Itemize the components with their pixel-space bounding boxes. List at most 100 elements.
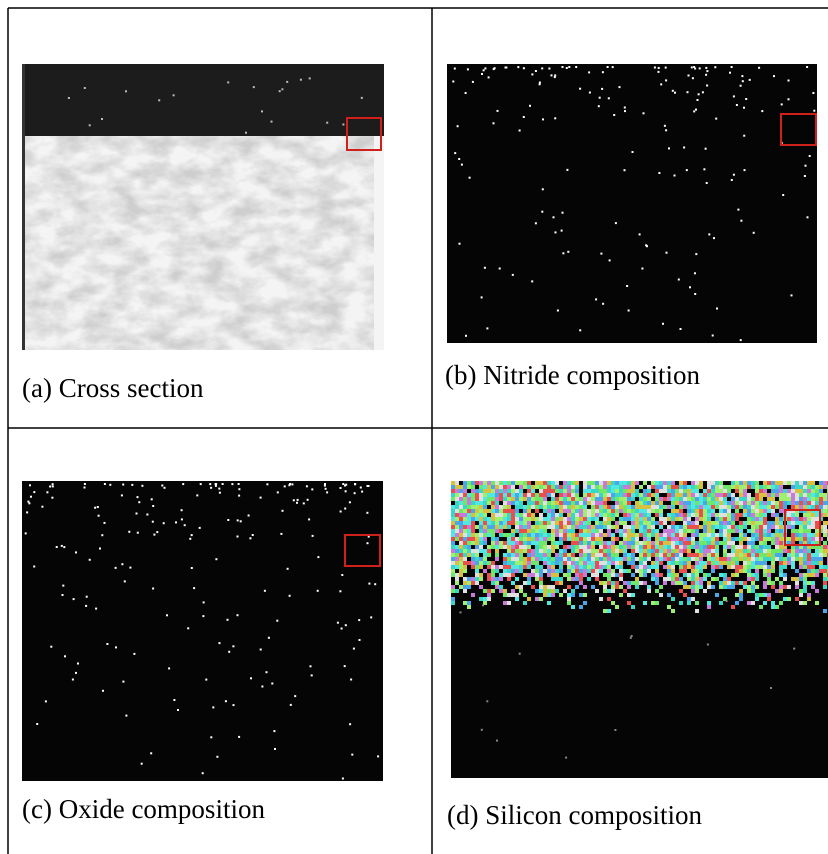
noise-pixel <box>459 513 463 517</box>
noise-pixel <box>459 521 463 525</box>
noise-pixel <box>755 537 759 541</box>
noise-pixel <box>639 501 643 505</box>
speck <box>122 484 124 486</box>
speck <box>624 110 626 112</box>
noise-pixel <box>503 525 507 529</box>
noise-pixel <box>815 537 819 541</box>
speck <box>191 567 193 569</box>
noise-pixel <box>631 505 635 509</box>
noise-pixel <box>735 569 739 573</box>
noise-pixel <box>491 505 495 509</box>
noise-pixel <box>523 601 527 605</box>
noise-pixel <box>727 525 731 529</box>
noise-pixel <box>451 589 455 593</box>
noise-pixel <box>475 557 479 561</box>
noise-pixel <box>475 573 479 577</box>
noise-pixel <box>495 497 499 501</box>
noise-pixel <box>479 513 483 517</box>
noise-pixel <box>519 549 523 553</box>
noise-pixel <box>823 585 827 589</box>
noise-pixel <box>783 573 787 577</box>
noise-pixel <box>527 485 531 489</box>
noise-pixel <box>527 489 531 493</box>
noise-pixel <box>579 573 583 577</box>
speck <box>452 81 454 83</box>
speck <box>345 624 347 626</box>
noise-pixel <box>455 545 459 549</box>
speck <box>788 98 790 100</box>
noise-pixel <box>595 489 599 493</box>
noise-pixel <box>483 541 487 545</box>
speck <box>370 616 372 618</box>
speck <box>30 496 32 498</box>
noise-pixel <box>819 553 823 557</box>
noise-pixel <box>523 525 527 529</box>
noise-pixel <box>735 557 739 561</box>
speck <box>62 594 64 596</box>
noise-pixel <box>643 481 647 485</box>
speck <box>557 310 559 312</box>
speck <box>193 587 195 589</box>
noise-pixel <box>727 577 731 581</box>
noise-pixel <box>543 517 547 521</box>
noise-pixel <box>763 493 767 497</box>
noise-pixel <box>683 505 687 509</box>
noise-pixel <box>779 585 783 589</box>
noise-pixel <box>755 569 759 573</box>
noise-pixel <box>491 537 495 541</box>
speck <box>129 567 131 569</box>
noise-pixel <box>571 529 575 533</box>
noise-pixel <box>747 513 751 517</box>
noise-pixel <box>811 501 815 505</box>
noise-pixel <box>759 561 763 565</box>
noise-pixel <box>491 541 495 545</box>
noise-pixel <box>475 577 479 581</box>
noise-pixel <box>547 593 551 597</box>
noise-pixel <box>587 577 591 581</box>
noise-pixel <box>471 529 475 533</box>
noise-pixel <box>631 593 635 597</box>
speck <box>354 492 356 494</box>
noise-pixel <box>623 497 627 501</box>
noise-pixel <box>795 517 799 521</box>
noise-pixel <box>547 565 551 569</box>
noise-pixel <box>591 489 595 493</box>
noise-pixel <box>723 561 727 565</box>
noise-pixel <box>675 553 679 557</box>
noise-pixel <box>655 561 659 565</box>
noise-pixel <box>551 593 555 597</box>
speck <box>744 169 746 171</box>
noise-pixel <box>583 489 587 493</box>
noise-pixel <box>499 589 503 593</box>
speck <box>542 118 544 120</box>
noise-pixel <box>483 533 487 537</box>
speck <box>311 674 313 676</box>
noise-pixel <box>591 585 595 589</box>
speck <box>141 485 143 487</box>
noise-pixel <box>627 513 631 517</box>
noise-pixel <box>607 569 611 573</box>
noise-pixel <box>779 521 783 525</box>
noise-pixel <box>487 489 491 493</box>
noise-pixel <box>451 561 455 565</box>
noise-pixel <box>719 501 723 505</box>
noise-pixel <box>551 565 555 569</box>
noise-pixel <box>715 521 719 525</box>
noise-pixel <box>711 525 715 529</box>
noise-pixel <box>679 525 683 529</box>
noise-pixel <box>715 553 719 557</box>
noise-pixel <box>539 497 543 501</box>
noise-pixel <box>683 537 687 541</box>
noise-pixel <box>703 517 707 521</box>
speck <box>222 483 224 485</box>
noise-pixel <box>527 549 531 553</box>
noise-pixel <box>463 525 467 529</box>
noise-pixel <box>731 549 735 553</box>
speck <box>62 585 64 587</box>
noise-pixel <box>703 513 707 517</box>
noise-pixel <box>539 589 543 593</box>
noise-pixel <box>611 509 615 513</box>
noise-pixel <box>635 585 639 589</box>
noise-pixel <box>791 529 795 533</box>
noise-pixel <box>627 517 631 521</box>
